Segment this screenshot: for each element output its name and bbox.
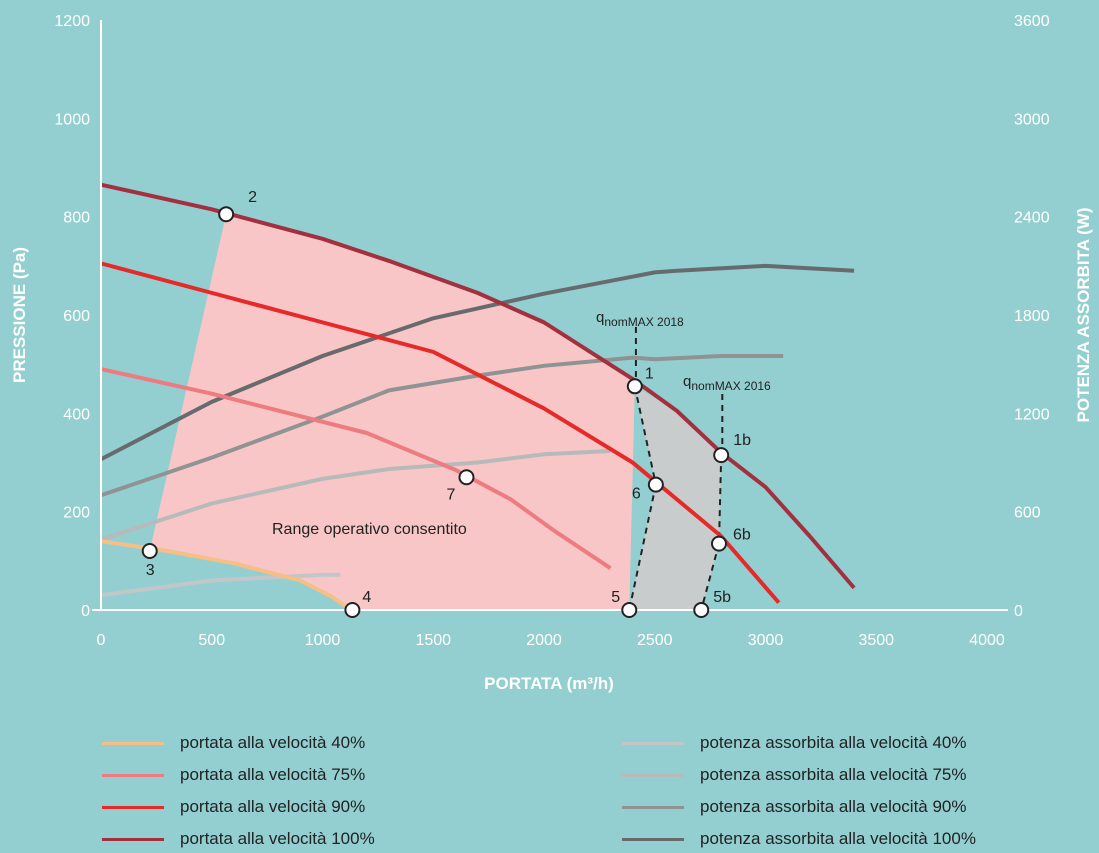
legend-label: portata alla velocità 40% bbox=[180, 733, 366, 752]
legend-swatch bbox=[622, 805, 684, 809]
markers-layer: 1 1b 2 3 4 5 5b 6 6b 7 bbox=[141, 189, 751, 618]
operating-point-7 bbox=[458, 469, 475, 486]
operating-point-3 bbox=[141, 543, 158, 559]
operating-point-4 bbox=[344, 602, 361, 618]
operating-point-5b bbox=[693, 602, 710, 618]
qnom-2018-label: qnomMAX 2018 bbox=[596, 309, 684, 329]
axes-layer: 0200400600800100012000600120018002400300… bbox=[54, 13, 1049, 649]
operating-point-label: 6b bbox=[733, 527, 751, 544]
operating-point-label: 1b bbox=[733, 432, 751, 449]
legend-label: potenza assorbita alla velocità 100% bbox=[700, 829, 976, 848]
limit-2018-upper bbox=[633, 386, 657, 485]
y2-tick-label: 600 bbox=[1014, 505, 1041, 522]
x-tick-label: 3000 bbox=[748, 632, 784, 649]
qnom-2016-label: qnomMAX 2016 bbox=[683, 373, 771, 393]
legend-swatch bbox=[622, 837, 684, 841]
operating-point-label: 5b bbox=[713, 589, 731, 606]
legend-label: portata alla velocità 75% bbox=[180, 765, 366, 784]
operating-point-label: 6 bbox=[632, 486, 641, 503]
operating-point-label: 2 bbox=[248, 189, 257, 206]
series-layer bbox=[100, 182, 856, 612]
power-line-0 bbox=[100, 572, 341, 598]
y2-tick-label: 3600 bbox=[1014, 13, 1050, 30]
power-legend-item-0: potenza assorbita alla velocità 40% bbox=[622, 733, 967, 753]
x-tick-label: 4000 bbox=[969, 632, 1005, 649]
y-tick-label: 600 bbox=[63, 308, 90, 325]
power-line-1 bbox=[100, 449, 611, 542]
y-axis-title: PRESSIONE (Pa) bbox=[10, 247, 29, 383]
x-tick-label: 2500 bbox=[637, 632, 673, 649]
x-tick-label: 1500 bbox=[415, 632, 451, 649]
pressure-line-3 bbox=[100, 182, 856, 590]
y2-tick-label: 1200 bbox=[1014, 406, 1050, 423]
x-axis-title: PORTATA (m³/h) bbox=[484, 674, 614, 693]
x-tick-label: 500 bbox=[198, 632, 225, 649]
pressure-legend-item-0: portata alla velocità 40% bbox=[102, 733, 365, 753]
y-tick-label: 0 bbox=[81, 603, 90, 620]
power-line-2 bbox=[100, 353, 784, 498]
x-tick-label: 2000 bbox=[526, 632, 562, 649]
legend-label: potenza assorbita alla velocità 40% bbox=[700, 733, 967, 752]
legend-swatch bbox=[622, 773, 684, 777]
limit-2016-upper bbox=[717, 455, 723, 544]
operating-point-label: 7 bbox=[446, 486, 455, 503]
operating-point-2 bbox=[218, 206, 235, 223]
operating-point-1b bbox=[713, 447, 730, 464]
pressure-legend-item-1: portata alla velocità 75% bbox=[102, 765, 365, 785]
y-tick-label: 1000 bbox=[54, 111, 90, 128]
y2-tick-label: 1800 bbox=[1014, 308, 1050, 325]
pressure-legend-item-3: portata alla velocità 100% bbox=[102, 829, 375, 849]
operating-point-label: 4 bbox=[362, 589, 371, 606]
y2-tick-label: 0 bbox=[1014, 603, 1023, 620]
operating-point-5 bbox=[621, 602, 638, 618]
legend-label: portata alla velocità 90% bbox=[180, 797, 366, 816]
region-label: Range operativo consentito bbox=[272, 521, 467, 538]
legend-label: potenza assorbita alla velocità 90% bbox=[700, 797, 967, 816]
y-tick-label: 400 bbox=[63, 406, 90, 423]
pressure-legend-item-2: portata alla velocità 90% bbox=[102, 797, 365, 817]
pressure-line-2 bbox=[100, 261, 781, 604]
y-tick-label: 1200 bbox=[54, 13, 90, 30]
allowed-operating-region bbox=[149, 214, 635, 611]
legend-swatch bbox=[102, 805, 164, 809]
operating-point-1 bbox=[626, 378, 643, 395]
pressure-line-1 bbox=[100, 367, 612, 570]
y2-axis-title: POTENZA ASSORBITA (W) bbox=[1074, 208, 1093, 423]
legend-swatch bbox=[102, 741, 164, 745]
operating-point-label: 3 bbox=[146, 562, 155, 579]
power-legend-item-3: potenza assorbita alla velocità 100% bbox=[622, 829, 976, 849]
y2-tick-label: 2400 bbox=[1014, 210, 1050, 227]
legend-swatch bbox=[102, 837, 164, 841]
y-tick-label: 200 bbox=[63, 505, 90, 522]
operating-point-6b bbox=[710, 535, 727, 552]
y-tick-label: 800 bbox=[63, 210, 90, 227]
regions-layer bbox=[149, 214, 724, 611]
operating-point-label: 5 bbox=[611, 589, 620, 606]
x-tick-label: 3500 bbox=[858, 632, 894, 649]
power-line-3 bbox=[100, 263, 855, 461]
operating-point-label: 1 bbox=[645, 365, 654, 382]
power-legend-item-1: potenza assorbita alla velocità 75% bbox=[622, 765, 967, 785]
limit-2016-lower bbox=[700, 543, 720, 611]
operating-point-6 bbox=[647, 476, 664, 493]
x-tick-label: 1000 bbox=[305, 632, 341, 649]
power-legend-item-2: potenza assorbita alla velocità 90% bbox=[622, 797, 967, 817]
legend-label: portata alla velocità 100% bbox=[180, 829, 375, 848]
x-tick-label: 0 bbox=[97, 632, 106, 649]
legend-swatch bbox=[102, 773, 164, 777]
legend-swatch bbox=[622, 741, 684, 745]
legend-label: potenza assorbita alla velocità 75% bbox=[700, 765, 967, 784]
y2-tick-label: 3000 bbox=[1014, 111, 1050, 128]
